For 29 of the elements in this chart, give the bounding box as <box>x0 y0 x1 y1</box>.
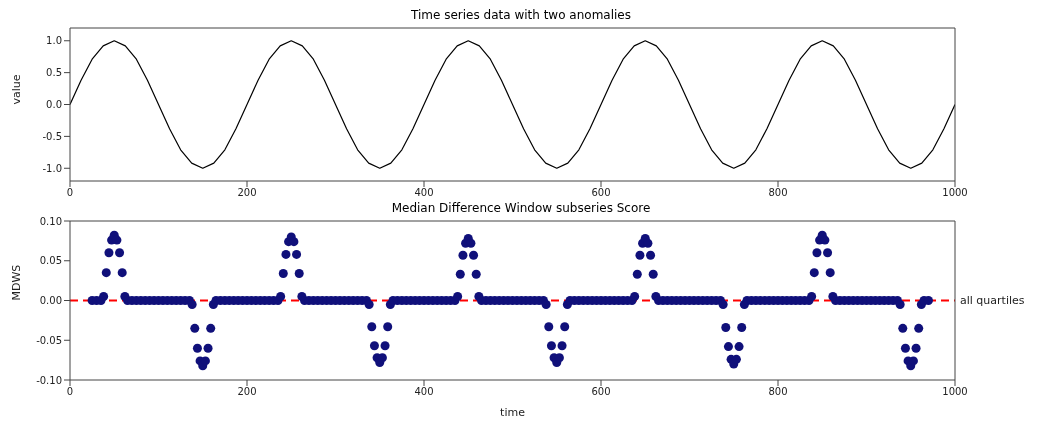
line-series <box>70 40 955 169</box>
y-tick-label: 1.0 <box>46 35 62 47</box>
x-tick-label: 0 <box>66 187 74 199</box>
x-tick-label: 600 <box>591 386 611 398</box>
y-tick-label: 0.0 <box>46 99 62 111</box>
x-tick-label: 800 <box>768 386 788 398</box>
chart-title: Median Difference Window subseries Score <box>390 201 652 216</box>
x-axis-title: time <box>500 406 526 419</box>
ref-line-label: all quartiles <box>960 294 1025 308</box>
x-tick-label: 200 <box>237 386 257 398</box>
x-tick-label: 1000 <box>942 386 968 398</box>
y-tick-label: 0.10 <box>39 215 62 227</box>
y-tick-label: -0.5 <box>42 130 62 142</box>
x-tick-label: 400 <box>414 187 434 199</box>
y-tick-label: 0.05 <box>39 255 62 267</box>
chart-title: Time series data with two anomalies <box>410 8 632 23</box>
y-axis-title: MDWS <box>9 264 23 301</box>
y-tick-label: -0.10 <box>36 374 62 386</box>
x-tick-label: 200 <box>237 187 257 199</box>
x-tick-label: 0 <box>66 386 74 398</box>
x-tick-label: 600 <box>591 187 611 199</box>
y-tick-label: 0.00 <box>39 295 62 307</box>
y-tick-label: 0.5 <box>46 67 62 79</box>
y-tick-label: -0.05 <box>36 334 62 346</box>
y-tick-label: -1.0 <box>42 162 62 174</box>
x-tick-label: 1000 <box>942 187 968 199</box>
x-tick-label: 800 <box>768 187 788 199</box>
y-axis-title: value <box>9 74 23 105</box>
x-tick-label: 400 <box>414 386 434 398</box>
